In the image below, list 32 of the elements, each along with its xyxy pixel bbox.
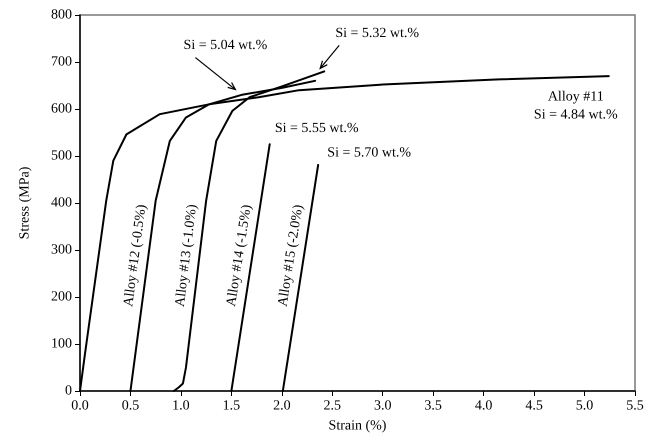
y-tick-label: 400 bbox=[51, 196, 72, 210]
y-tick-label: 500 bbox=[51, 148, 72, 164]
y-tick-label: 600 bbox=[51, 102, 72, 116]
x-tick-label: 5.5 bbox=[626, 398, 644, 414]
x-tick-label: 3.0 bbox=[374, 398, 392, 414]
y-tick-label: 200 bbox=[51, 290, 72, 304]
annotation: Si = 5.32 wt.% bbox=[335, 26, 420, 41]
annotation: Si = 5.04 wt.% bbox=[184, 38, 268, 54]
x-tick-label: 4.0 bbox=[474, 398, 492, 414]
x-tick-label: 0.5 bbox=[122, 398, 140, 414]
text: Alloy #15 (-2.0%) bbox=[276, 203, 306, 308]
x-tick-label: 1.0 bbox=[172, 398, 190, 414]
annotation: Si = 5.55 wt.% bbox=[274, 120, 359, 136]
text: Alloy #14 (-1.5%) bbox=[224, 203, 255, 308]
x-tick-label: 3.5 bbox=[424, 398, 442, 414]
y-tick-label: 700 bbox=[51, 54, 72, 70]
x-tick-label: 2.0 bbox=[273, 398, 291, 414]
x-tick-label: 0.0 bbox=[71, 398, 89, 414]
y-tick-label: 300 bbox=[51, 242, 72, 258]
x-tick-label: 4.5 bbox=[525, 398, 543, 414]
x-axis-title: Strain (%) bbox=[328, 418, 387, 434]
annotation: Alloy #11 Si = 4.84 wt.% bbox=[534, 90, 618, 123]
x-tick-label: 5.0 bbox=[576, 398, 594, 414]
text: Alloy #12 (-0.5%) bbox=[121, 203, 150, 308]
y-tick-label: 800 bbox=[51, 8, 72, 22]
y-tick-label: 0 bbox=[65, 384, 72, 398]
y-axis-title: Stress (MPa) bbox=[18, 166, 32, 240]
y-tick-label: 100 bbox=[51, 336, 72, 352]
x-tick-label: 1.5 bbox=[222, 398, 240, 414]
x-tick-label: 2.5 bbox=[324, 398, 342, 414]
text: Alloy #13 (-1.0%) bbox=[172, 203, 200, 308]
annotation: Si = 5.70 wt.% bbox=[327, 145, 412, 160]
